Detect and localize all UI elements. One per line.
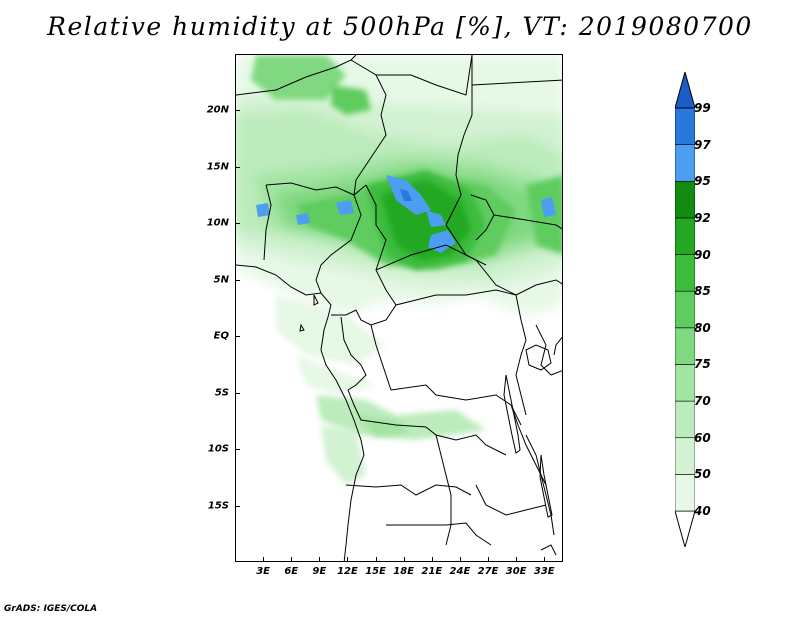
- lon-tick: [375, 557, 377, 562]
- lat-label: 10S: [207, 443, 229, 455]
- colorbar-segment: [675, 217, 695, 255]
- colorbar-level-label: 97: [694, 137, 711, 152]
- lon-label: 3E: [256, 566, 271, 577]
- lon-label: 9E: [312, 566, 327, 577]
- colorbar-segment: [675, 144, 695, 182]
- colorbar-level-label: 95: [694, 174, 711, 189]
- lon-tick: [516, 557, 518, 562]
- lon-tick: [403, 557, 405, 562]
- lon-tick: [431, 557, 433, 562]
- colorbar-segment: [675, 107, 695, 145]
- colorbar-segment: [675, 364, 695, 402]
- colorbar: [675, 72, 695, 547]
- colorbar-level-label: 50: [694, 467, 711, 482]
- colorbar-segment: [675, 254, 695, 292]
- lon-label: 12E: [337, 566, 358, 577]
- colorbar-level-label: 92: [694, 210, 711, 225]
- lon-label: 30E: [505, 566, 527, 577]
- humidity-map-plot: [236, 55, 562, 561]
- lat-tick: [235, 336, 240, 338]
- lat-tick: [235, 166, 240, 168]
- colorbar-segment: [675, 437, 695, 475]
- colorbar-level-label: 85: [694, 284, 711, 299]
- colorbar-segment: [675, 180, 695, 219]
- lon-label: 6E: [284, 566, 299, 577]
- lat-label: 15S: [207, 500, 229, 512]
- lat-label: EQ: [213, 330, 229, 342]
- humidity-shading: [236, 55, 562, 485]
- lon-tick: [347, 557, 349, 562]
- lon-label: 15E: [365, 566, 386, 577]
- lat-label: 10N: [206, 217, 229, 229]
- colorbar-level-label: 80: [694, 320, 711, 335]
- lon-tick: [319, 557, 321, 562]
- grads-credit: GrADS: IGES/COLA: [4, 604, 98, 614]
- lon-label: 21E: [421, 566, 443, 577]
- lon-tick: [488, 557, 490, 562]
- lat-tick: [235, 392, 240, 394]
- lon-label: 33E: [533, 566, 555, 577]
- lon-tick: [263, 557, 265, 562]
- lat-tick: [235, 505, 240, 507]
- lat-tick: [235, 223, 240, 225]
- lat-tick: [235, 279, 240, 281]
- lat-label: 5S: [214, 387, 229, 399]
- colorbar-level-label: 40: [694, 504, 711, 518]
- colorbar-level-label: 90: [694, 247, 711, 262]
- lon-label: 24E: [449, 566, 471, 577]
- colorbar-segment: [675, 72, 695, 109]
- country-borders: [236, 55, 562, 561]
- lat-label: 15N: [206, 161, 229, 173]
- colorbar-segment: [675, 400, 695, 439]
- colorbar-segment: [675, 327, 695, 365]
- lat-tick: [235, 110, 240, 112]
- lon-tick: [544, 557, 546, 562]
- lat-tick: [235, 449, 240, 451]
- map-panel: [235, 54, 563, 562]
- lon-label: 18E: [393, 566, 415, 577]
- colorbar-segment: [675, 474, 695, 512]
- lon-tick: [459, 557, 461, 562]
- lon-tick: [291, 557, 293, 562]
- colorbar-segment: [675, 510, 695, 547]
- lon-label: 27E: [477, 566, 499, 577]
- colorbar-level-label: 60: [694, 430, 711, 445]
- lat-label: 20N: [206, 104, 229, 116]
- colorbar-level-label: 99: [694, 101, 711, 115]
- colorbar-segment: [675, 290, 695, 329]
- lat-label: 5N: [213, 274, 229, 286]
- colorbar-level-label: 70: [694, 394, 711, 409]
- map-title: Relative humidity at 500hPa [%], VT: 201…: [47, 12, 753, 41]
- colorbar-level-label: 75: [694, 357, 711, 372]
